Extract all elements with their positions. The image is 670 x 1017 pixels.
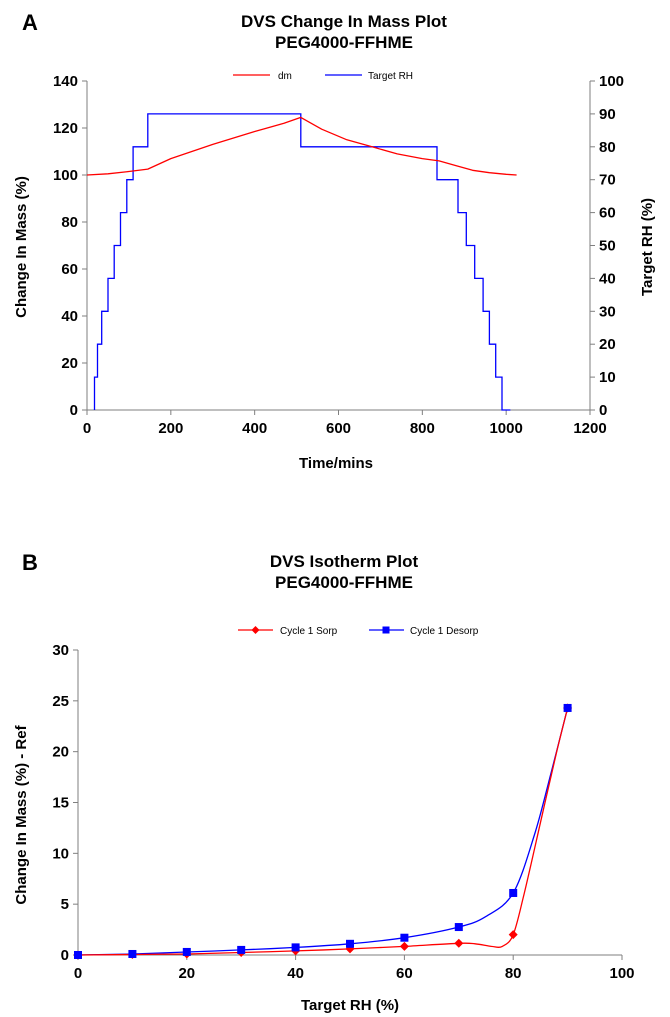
legend-sorp-label: Cycle 1 Sorp [280, 626, 338, 637]
chart-panel-b: B DVS Isotherm Plot PEG4000-FFHME Cycle … [13, 550, 635, 1014]
chart-a-plot [86, 113, 517, 411]
chart-a-y2-tick-label: 70 [599, 172, 616, 189]
chart-a-y-axis-title: Change In Mass (%) [13, 176, 30, 318]
chart-a-x-tick-label: 200 [158, 420, 183, 437]
desorp-point [454, 923, 463, 932]
chart-b-plot [73, 703, 573, 960]
series-sorp-line [77, 707, 569, 956]
chart-a-y2-tick-label: 0 [599, 402, 607, 419]
chart-b-x-tick-label: 40 [287, 965, 304, 982]
sorp-point [399, 941, 409, 951]
chart-a-y-tick-label: 60 [61, 261, 78, 278]
chart-a-y2-tick-label: 10 [599, 369, 616, 386]
chart-a-axes: 0 200 400 600 800 1000 12000204060801001201400… [53, 73, 624, 437]
chart-b-y-tick-label: 20 [52, 744, 69, 761]
chart-a-x-tick-label: 0 [83, 420, 91, 437]
legend-desorp-marker [382, 626, 390, 634]
chart-a-x-tick-label: 600 [326, 420, 351, 437]
chart-b-x-axis-title: Target RH (%) [301, 997, 399, 1014]
chart-a-subtitle: PEG4000-FFHME [275, 33, 413, 52]
desorp-point [509, 888, 518, 897]
chart-a-y2-tick-label: 90 [599, 106, 616, 123]
sorp-point [508, 930, 518, 940]
chart-a-x-tick-label: 800 [410, 420, 435, 437]
chart-a-y-tick-label: 120 [53, 120, 78, 137]
chart-b-y-tick-label: 30 [52, 642, 69, 659]
chart-b-y-tick-label: 10 [52, 845, 69, 862]
chart-a-title: DVS Change In Mass Plot [241, 12, 447, 31]
panel-label-b: B [22, 550, 38, 575]
desorp-point [400, 933, 409, 942]
series-target-rh-line [93, 113, 511, 411]
chart-a-y-tick-label: 100 [53, 167, 78, 184]
desorp-point [291, 943, 300, 952]
chart-a-x-tick-label: 1000 [489, 420, 522, 437]
chart-a-x-tick-label: 400 [242, 420, 267, 437]
chart-b-x-tick-label: 100 [609, 965, 634, 982]
chart-b-legend: Cycle 1 Sorp Cycle 1 Desorp [238, 626, 479, 637]
chart-b-y-tick-label: 0 [61, 947, 69, 964]
chart-b-x-tick-label: 0 [74, 965, 82, 982]
chart-a-y2-tick-label: 20 [599, 336, 616, 353]
chart-a-y2-tick-label: 60 [599, 205, 616, 222]
chart-a-legend: dm Target RH [233, 71, 413, 82]
chart-a-y2-tick-label: 80 [599, 139, 616, 156]
chart-b-y-tick-label: 15 [52, 795, 69, 812]
legend-desorp-label: Cycle 1 Desorp [410, 626, 479, 637]
legend-target-rh-label: Target RH [368, 71, 413, 82]
chart-a-y2-tick-label: 30 [599, 303, 616, 320]
chart-a-y-tick-label: 140 [53, 73, 78, 90]
legend-dm-label: dm [278, 71, 292, 82]
chart-a-y2-tick-label: 100 [599, 73, 624, 90]
chart-b-y-tick-label: 5 [61, 896, 69, 913]
chart-b-y-axis-title: Change In Mass (%) - Ref [13, 724, 30, 904]
chart-b-y-tick-label: 25 [52, 693, 69, 710]
chart-a-y2-tick-label: 50 [599, 238, 616, 255]
chart-panel-a: A DVS Change In Mass Plot PEG4000-FFHME … [13, 10, 656, 472]
chart-b-subtitle: PEG4000-FFHME [275, 573, 413, 592]
chart-a-y2-axis-title: Target RH (%) [639, 198, 656, 296]
chart-a-y-tick-label: 0 [70, 402, 78, 419]
desorp-point [74, 951, 82, 959]
chart-a-y-tick-label: 40 [61, 308, 78, 325]
sorp-point [454, 938, 464, 948]
chart-a-y-tick-label: 80 [61, 214, 78, 231]
chart-a-x-tick-label: 1200 [573, 420, 606, 437]
chart-a-x-axis-title: Time/mins [299, 455, 373, 472]
chart-b-x-tick-label: 20 [178, 965, 195, 982]
desorp-point [346, 939, 354, 948]
chart-b-x-tick-label: 80 [505, 965, 522, 982]
panel-label-a: A [22, 10, 38, 35]
desorp-point [563, 703, 572, 712]
desorp-point [237, 945, 246, 954]
chart-b-axes: 0 20 40 60 80 100 0 5 10 15 20 25 30 [52, 642, 634, 982]
desorp-point [182, 947, 191, 956]
chart-b-x-tick-label: 60 [396, 965, 413, 982]
chart-a-y-tick-label: 20 [61, 355, 78, 372]
desorp-point [128, 949, 137, 958]
series-dm-line [86, 116, 517, 176]
chart-b-title: DVS Isotherm Plot [270, 552, 419, 571]
chart-a-y2-tick-label: 40 [599, 270, 616, 287]
legend-sorp-marker [251, 626, 260, 634]
series-desorp-line [77, 707, 569, 956]
